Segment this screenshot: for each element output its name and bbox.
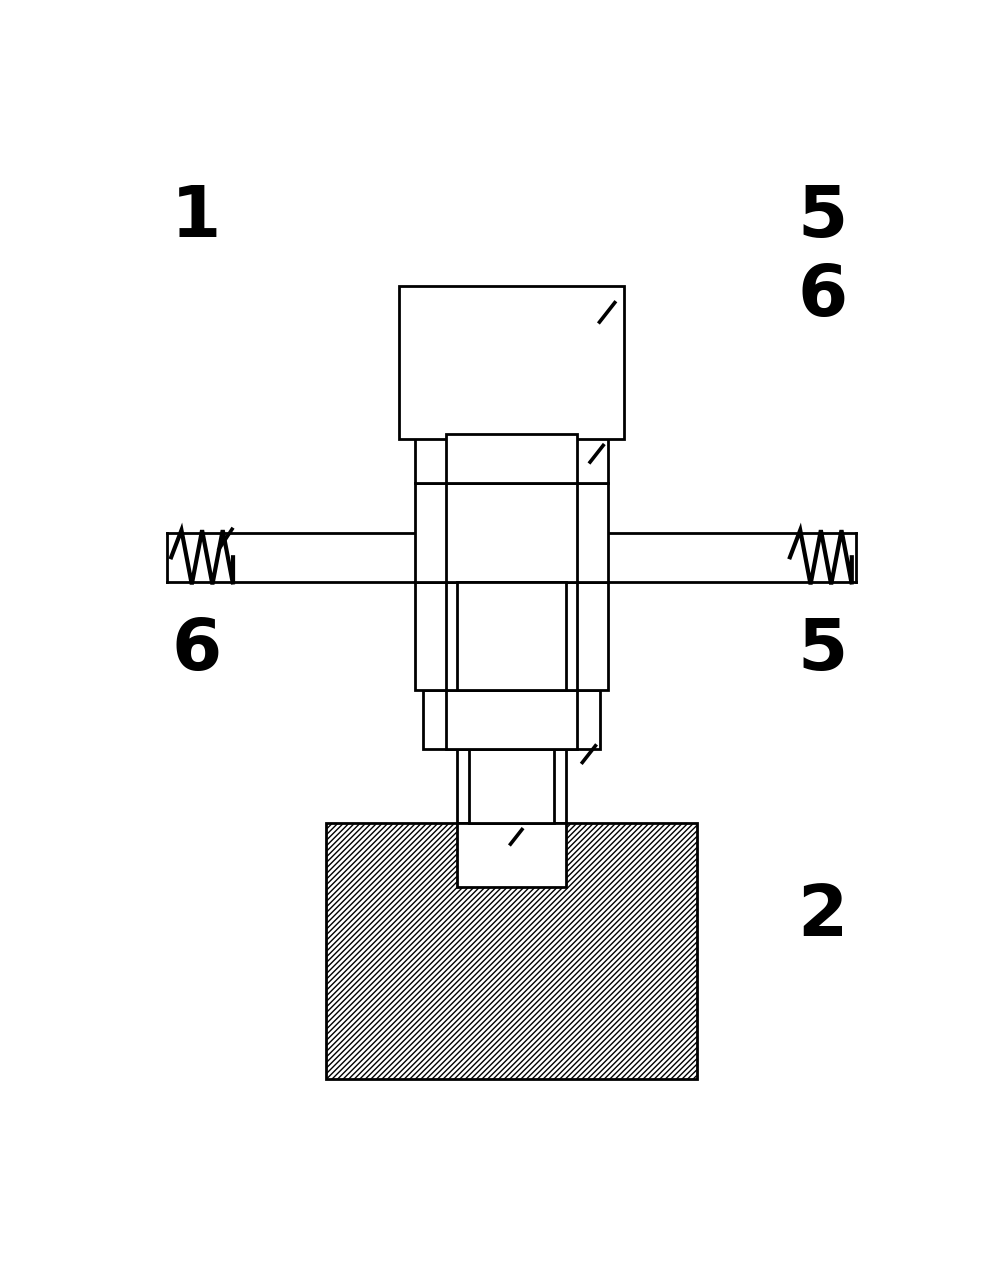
Text: 1: 1: [172, 183, 222, 252]
Bar: [457, 749, 566, 824]
Text: 5: 5: [797, 183, 848, 252]
Bar: [446, 483, 577, 582]
Bar: [325, 824, 697, 1079]
Bar: [446, 434, 577, 483]
Bar: [415, 434, 608, 483]
Bar: [469, 749, 554, 824]
Bar: [422, 691, 601, 749]
Bar: [457, 824, 566, 888]
Bar: [457, 582, 566, 691]
Bar: [415, 582, 608, 691]
Bar: [446, 582, 577, 691]
Bar: [446, 691, 577, 749]
Text: 6: 6: [797, 262, 848, 331]
Text: 5: 5: [797, 616, 848, 686]
Bar: [399, 286, 624, 439]
Text: 6: 6: [172, 616, 222, 686]
Text: 2: 2: [797, 883, 848, 952]
Bar: [415, 483, 608, 582]
